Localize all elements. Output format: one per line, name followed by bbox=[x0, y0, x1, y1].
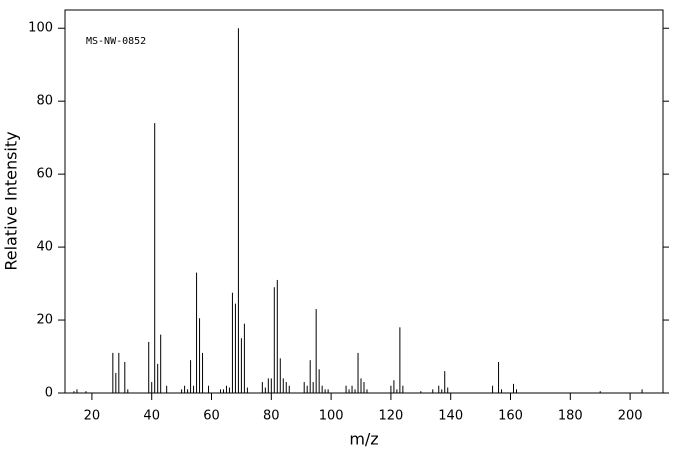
y-tick-label: 100 bbox=[28, 21, 53, 36]
x-tick-label: 180 bbox=[558, 409, 583, 424]
y-tick-label: 40 bbox=[36, 240, 53, 255]
y-tick-label: 20 bbox=[36, 313, 53, 328]
x-tick-label: 80 bbox=[263, 409, 280, 424]
y-tick-label: 60 bbox=[36, 167, 53, 182]
x-tick-label: 140 bbox=[438, 409, 463, 424]
x-tick-label: 40 bbox=[143, 409, 160, 424]
x-tick-label: 120 bbox=[378, 409, 403, 424]
x-tick-label: 100 bbox=[319, 409, 344, 424]
x-tick-label: 160 bbox=[498, 409, 523, 424]
y-tick-label: 0 bbox=[45, 386, 53, 401]
x-axis-title: m/z bbox=[349, 430, 378, 449]
x-tick-label: 60 bbox=[203, 409, 220, 424]
x-tick-label: 200 bbox=[618, 409, 643, 424]
y-axis-title: Relative Intensity bbox=[2, 131, 21, 270]
y-tick-label: 80 bbox=[36, 94, 53, 109]
x-tick-label: 20 bbox=[84, 409, 101, 424]
annotation: MS-NW-0852 bbox=[86, 36, 146, 47]
